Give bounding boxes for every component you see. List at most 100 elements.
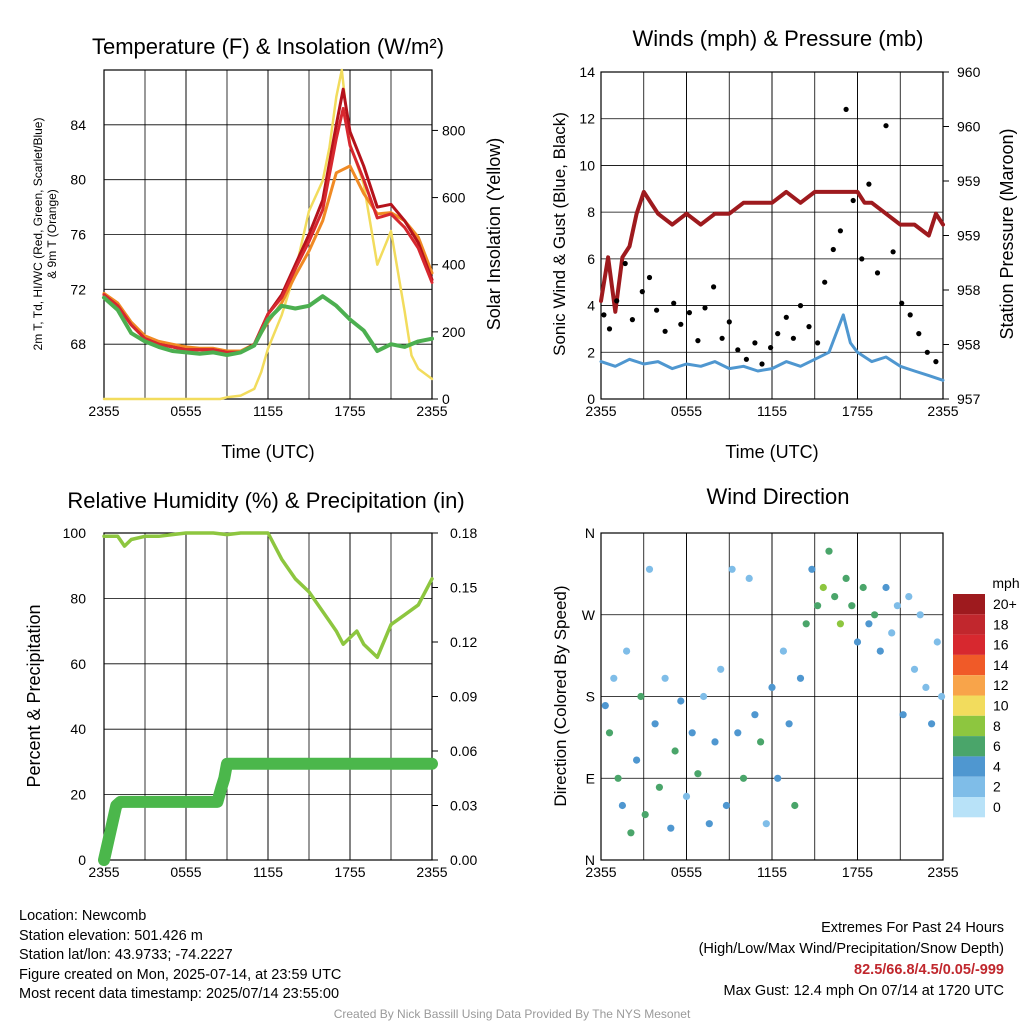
gust-point <box>790 335 797 341</box>
rh-y2tick-label: 0.03 <box>450 798 477 814</box>
direction-point <box>938 692 946 701</box>
temp-xtick-label: 2355 <box>416 403 447 419</box>
gust-point <box>606 326 613 332</box>
legend-label: 2 <box>993 779 1001 795</box>
gust-point <box>614 298 620 304</box>
rh-xtick-label: 2355 <box>88 864 119 880</box>
station-elevation: Station elevation: 501.426 m <box>19 927 203 944</box>
direction-point <box>762 820 770 828</box>
temp-y2tick-label: 200 <box>442 324 466 340</box>
legend-swatch <box>953 695 985 716</box>
direction-point <box>922 683 930 692</box>
temp-title: Temperature (F) & Insolation (W/m²) <box>92 34 444 59</box>
legend-swatch <box>953 736 985 757</box>
direction-point <box>627 829 635 837</box>
direction-point <box>814 602 822 610</box>
dir-xtick-label: 1755 <box>842 864 873 880</box>
legend-swatch <box>953 675 985 696</box>
gust-point <box>874 270 881 276</box>
legend-label: 6 <box>993 738 1001 754</box>
wind-y2tick-label: 958 <box>957 337 981 353</box>
gust-point <box>695 338 701 344</box>
credit-line: Created By Nick Bassill Using Data Provi… <box>333 1007 691 1021</box>
temp-y2tick-label: 0 <box>442 391 450 407</box>
temp-xtick-label: 2355 <box>88 403 119 419</box>
gust-point <box>686 310 693 316</box>
wind-y2tick-label: 959 <box>957 228 981 244</box>
direction-point <box>751 711 759 719</box>
gust-point <box>859 256 865 262</box>
legend-swatch <box>953 594 985 615</box>
direction-point <box>779 647 788 655</box>
station-info: Location: Newcomb Station elevation: 501… <box>19 907 341 1005</box>
legend-label: 0 <box>993 799 1001 815</box>
temp-ytick-label: 80 <box>70 172 86 188</box>
direction-point <box>682 792 691 801</box>
rh-y2tick-label: 0.06 <box>450 743 477 759</box>
station-latlon: Station lat/lon: 43.9733; -74.2227 <box>19 947 233 964</box>
extremes-title: Extremes For Past 24 Hours <box>821 920 1004 936</box>
gust-point <box>783 314 789 320</box>
gust-point <box>830 246 836 253</box>
dir-ytick-label: N <box>585 525 595 541</box>
direction-point <box>836 620 845 628</box>
direction-point <box>791 801 799 810</box>
wind-y2label: Station Pressure (Maroon) <box>997 128 1017 339</box>
direction-point <box>641 811 649 819</box>
gust-point <box>735 347 741 353</box>
temp-ytick-label: 72 <box>70 281 86 297</box>
extremes-values: 82.5/66.8/4.5/0.05/-999 <box>854 962 1004 978</box>
direction-point <box>893 602 902 610</box>
direction-point <box>671 747 679 755</box>
temp-ytick-label: 76 <box>70 227 86 243</box>
precip-line <box>98 757 438 866</box>
direction-point <box>694 770 702 778</box>
direction-point <box>888 629 896 637</box>
gust-point <box>662 328 668 334</box>
direction-point <box>667 824 675 832</box>
legend-swatch <box>953 654 985 676</box>
gust-point <box>890 249 896 255</box>
wind-title: Winds (mph) & Pressure (mb) <box>633 26 924 51</box>
rh-xtick-label: 1155 <box>253 864 283 880</box>
dir-xtick-label: 0555 <box>671 864 702 880</box>
wind-y2tick-label: 958 <box>957 282 981 298</box>
max-gust: Max Gust: 12.4 mph On 07/14 at 1720 UTC <box>723 983 1004 999</box>
gust-point <box>671 300 677 306</box>
pressure-line <box>599 189 945 314</box>
direction-point <box>688 729 696 737</box>
direction-point <box>734 729 742 737</box>
gust-point <box>629 317 636 323</box>
wind-y2tick-label: 957 <box>957 391 981 407</box>
rh-xtick-label: 2355 <box>416 864 447 880</box>
wind-ytick-label: 10 <box>579 157 595 173</box>
direction-point <box>728 565 736 573</box>
gust-point <box>711 284 717 290</box>
gust-point <box>768 345 774 351</box>
gust-point <box>806 324 812 330</box>
direction-point <box>618 801 627 810</box>
direction-point <box>711 738 719 746</box>
direction-point <box>633 756 641 764</box>
rh-ytick-label: 20 <box>70 787 86 803</box>
direction-point <box>808 565 816 573</box>
rh-y2tick-label: 0.00 <box>450 852 477 868</box>
legend-label: 12 <box>993 677 1009 693</box>
gust-point <box>883 123 889 129</box>
direction-point <box>661 674 669 682</box>
legend-label: 20+ <box>993 596 1017 612</box>
direction-point <box>605 729 614 737</box>
gust-point <box>850 197 856 204</box>
direction-point <box>819 583 827 592</box>
wind-y2tick-label: 960 <box>957 64 981 80</box>
direction-point <box>655 783 664 791</box>
direction-point <box>910 665 919 673</box>
rh-ytick-label: 80 <box>70 590 86 606</box>
wind-xtick-label: 2355 <box>927 403 958 419</box>
gust-point <box>899 300 905 306</box>
direction-point <box>825 547 833 555</box>
insolation-line <box>102 68 434 401</box>
gust-point <box>933 359 939 365</box>
wind-xlabel: Time (UTC) <box>725 442 818 462</box>
